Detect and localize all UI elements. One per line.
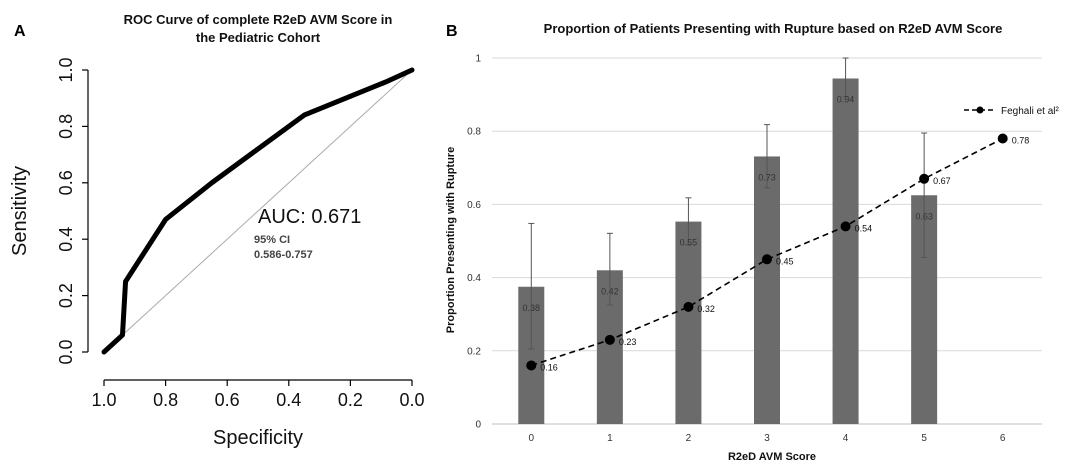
bar-y-tick-label: 1 xyxy=(475,54,481,65)
feghali-point xyxy=(840,221,851,232)
roc-curve-line xyxy=(101,67,415,355)
panel-b-letter: B xyxy=(446,23,458,40)
bar-value-label: 0.73 xyxy=(758,172,776,182)
roc-x-tick-label: 0.4 xyxy=(276,390,301,410)
roc-y-tick-label: 0.0 xyxy=(56,339,76,364)
bar xyxy=(754,156,780,425)
panel-b-bar-chart: B Proportion of Patients Presenting with… xyxy=(445,21,1059,463)
bar-y-tick-label: 0.4 xyxy=(467,273,481,284)
bar-x-tick-label: 2 xyxy=(686,433,692,444)
bar-x-axis-label: R2eD AVM Score xyxy=(728,451,816,463)
auc-annotation: AUC: 0.671 xyxy=(258,206,361,228)
roc-y-axis-label: Sensitivity xyxy=(9,166,31,256)
roc-y-tick-label: 1.0 xyxy=(56,57,76,82)
bar-x-tick-label: 0 xyxy=(529,433,535,444)
feghali-point xyxy=(604,334,615,345)
roc-y-tick-label: 0.6 xyxy=(56,170,76,195)
roc-x-tick-label: 0.2 xyxy=(338,390,363,410)
roc-y-ticks: 0.0 0.2 0.4 0.6 0.8 1.0 xyxy=(56,57,88,365)
bar-value-label: 0.63 xyxy=(915,211,933,221)
roc-x-tick-label: 0.0 xyxy=(399,390,424,410)
roc-x-tick-label: 1.0 xyxy=(91,390,116,410)
feghali-point-label: 0.23 xyxy=(619,337,637,347)
roc-y-tick-label: 0.8 xyxy=(56,114,76,139)
ci-range: 0.586-0.757 xyxy=(254,249,313,261)
roc-x-tick-label: 0.6 xyxy=(215,390,240,410)
roc-x-ticks: 1.0 0.8 0.6 0.4 0.2 0.0 xyxy=(91,380,425,410)
bar-x-ticks: 0 1 2 3 4 5 6 xyxy=(529,433,1006,444)
bar xyxy=(832,78,859,424)
bar-x-tick-label: 6 xyxy=(1000,433,1006,444)
bar-value-label: 0.38 xyxy=(523,303,541,313)
legend-label: Feghali et al² xyxy=(1001,106,1059,117)
bar-y-tick-label: 0.8 xyxy=(467,127,481,138)
feghali-point xyxy=(683,301,694,312)
feghali-point-label: 0.32 xyxy=(697,304,715,314)
panel-a-title-line2: the Pediatric Cohort xyxy=(196,30,321,45)
panel-a-roc-chart: A ROC Curve of complete R2eD AVM Score i… xyxy=(9,12,425,449)
bar-x-tick-label: 1 xyxy=(607,433,613,444)
feghali-point-label: 0.16 xyxy=(540,362,558,372)
panel-a-letter: A xyxy=(14,23,26,40)
ci-label: 95% CI xyxy=(254,234,290,246)
bar-y-tick-label: 0.6 xyxy=(467,200,481,211)
bar-y-ticks: 0 0.2 0.4 0.6 0.8 1 xyxy=(467,54,481,431)
roc-x-axis-label: Specificity xyxy=(213,427,303,449)
roc-reference-line xyxy=(103,69,413,353)
bar-value-labels: 0.38 0.42 0.55 0.73 0.94 0.63 xyxy=(523,94,933,312)
legend: Feghali et al² xyxy=(964,106,1059,117)
roc-y-tick-label: 0.4 xyxy=(56,227,76,252)
bar-x-tick-label: 4 xyxy=(843,433,849,444)
feghali-point xyxy=(919,173,930,184)
roc-x-tick-label: 0.8 xyxy=(153,390,178,410)
bar-value-label: 0.55 xyxy=(680,238,698,248)
feghali-point-label: 0.45 xyxy=(776,256,794,266)
bar-x-tick-label: 3 xyxy=(764,433,770,444)
bar-value-label: 0.94 xyxy=(837,94,855,104)
feghali-series: 0.16 0.23 0.32 0.45 0.54 0.67 0.78 xyxy=(526,133,1030,372)
bar-y-tick-label: 0 xyxy=(475,420,481,431)
feghali-point-label: 0.67 xyxy=(933,176,951,186)
bar-y-tick-label: 0.2 xyxy=(467,346,481,357)
feghali-point xyxy=(762,254,772,265)
feghali-point-label: 0.54 xyxy=(855,223,873,233)
feghali-point xyxy=(526,360,537,371)
bar-value-label: 0.42 xyxy=(601,286,619,296)
bar xyxy=(675,221,702,424)
feghali-point-label: 0.78 xyxy=(1012,136,1030,146)
panel-a-title-line1: ROC Curve of complete R2eD AVM Score in xyxy=(124,12,393,27)
bars-group xyxy=(518,78,938,425)
panel-b-title: Proportion of Patients Presenting with R… xyxy=(544,21,1003,36)
legend-marker xyxy=(976,106,984,114)
error-bars-group xyxy=(528,57,928,350)
feghali-point xyxy=(997,133,1008,144)
roc-y-tick-label: 0.2 xyxy=(56,283,76,308)
bar-x-tick-label: 5 xyxy=(921,433,927,444)
bar-y-axis-label: Proportion Presenting with Rupture xyxy=(445,147,457,333)
